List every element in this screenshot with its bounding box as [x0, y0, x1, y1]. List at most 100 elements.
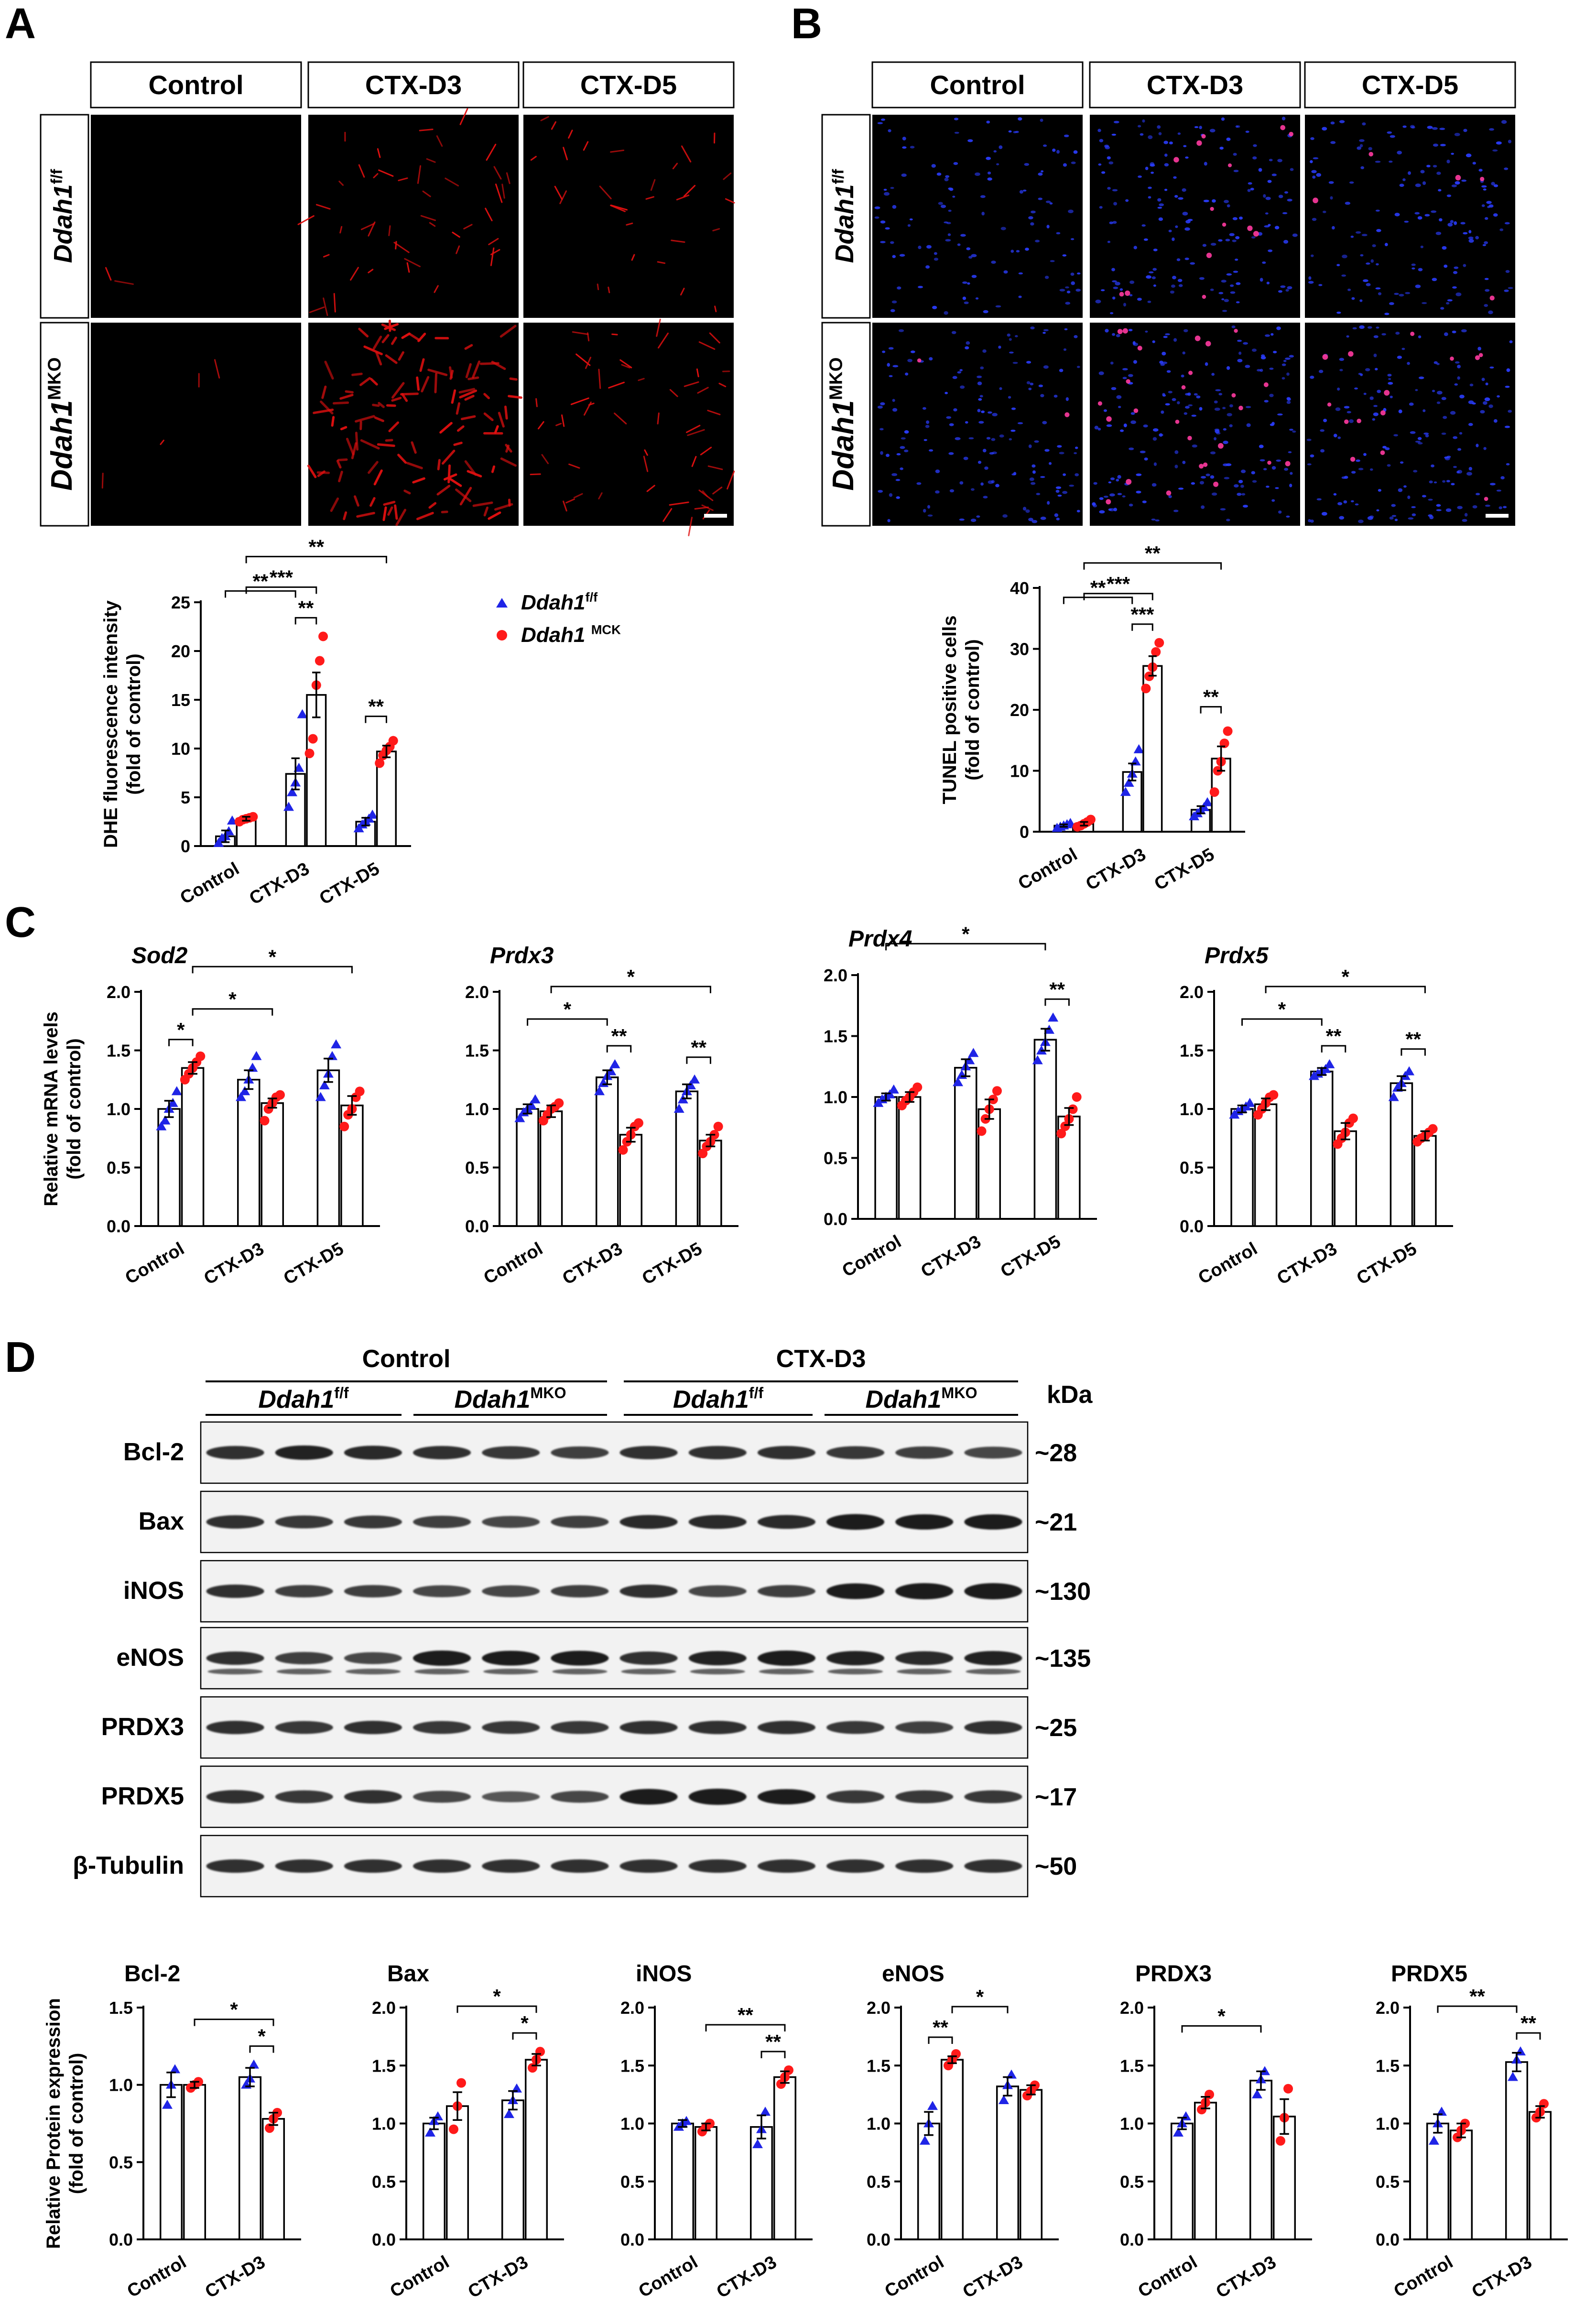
nucleus [1395, 332, 1400, 335]
nucleus [1136, 473, 1142, 476]
dhe-signal [465, 363, 472, 379]
blot-genotype-label-sup: MKO [941, 1384, 977, 1401]
nucleus [1169, 141, 1173, 145]
blot-band [964, 1514, 1022, 1530]
bracket-line [1181, 2025, 1262, 2033]
nucleus [1446, 194, 1452, 197]
dhe-signal [369, 497, 376, 507]
nucleus [1393, 434, 1398, 437]
nucleus [1122, 495, 1126, 498]
nucleus [1276, 459, 1281, 462]
micrograph [1305, 323, 1515, 526]
blot-genotype-label-main: Ddah1 [454, 1386, 530, 1413]
nucleus [1442, 246, 1447, 250]
nucleus [1432, 390, 1435, 392]
nucleus [1454, 132, 1460, 136]
nucleus [1185, 156, 1189, 159]
nucleus [1176, 258, 1181, 261]
chart-title: eNOS [882, 1961, 945, 1987]
nucleus [991, 261, 996, 264]
nucleus [1312, 217, 1317, 221]
nucleus [1043, 365, 1049, 369]
blot-band [688, 1651, 747, 1665]
bar [422, 2122, 446, 2240]
blot-band [482, 1651, 540, 1666]
nucleus [1237, 125, 1240, 128]
row-label-genotype-main: Ddah1 [49, 184, 77, 263]
nucleus [892, 205, 897, 209]
dhe-signal [504, 405, 508, 420]
dhe-signal [464, 394, 475, 401]
micrograph-signal [877, 326, 1080, 523]
nucleus [1034, 440, 1039, 443]
nucleus [980, 366, 984, 369]
dhe-signal [323, 254, 330, 258]
blot-kda-label: ~50 [1035, 1853, 1077, 1880]
significance-bracket: ** [705, 2004, 786, 2031]
nucleus [1500, 476, 1505, 479]
nucleus [1031, 464, 1036, 468]
nucleus [1199, 126, 1202, 130]
nucleus [882, 350, 886, 353]
nucleus [1199, 481, 1205, 485]
nucleus [1464, 513, 1468, 517]
nucleus [1076, 510, 1080, 512]
nucleus [1461, 179, 1467, 182]
nucleus [938, 202, 943, 205]
tunel-positive [1187, 435, 1192, 441]
nucleus [1032, 470, 1036, 474]
nucleus [1009, 438, 1012, 441]
x-tick-label: Control [1015, 844, 1081, 894]
blot-band [482, 1516, 540, 1528]
tunel-positive [1175, 420, 1180, 424]
nucleus [1140, 450, 1146, 454]
nucleus [1233, 152, 1237, 156]
bracket-line [1516, 2032, 1541, 2040]
nucleus [925, 424, 930, 428]
blot-group-label: CTX-D3 [776, 1345, 866, 1373]
dhe-signal [358, 327, 369, 337]
column-header-box [1089, 61, 1301, 109]
nucleus [1476, 493, 1480, 496]
bracket-line [225, 590, 296, 598]
nucleus [1391, 504, 1396, 507]
dhe-signal [676, 194, 690, 201]
micrograph-signal [105, 267, 134, 285]
dhe-signal [372, 336, 382, 350]
nucleus [986, 157, 991, 160]
nucleus [947, 233, 951, 236]
nucleus [935, 469, 940, 473]
nucleus [1182, 351, 1185, 355]
nucleus [1461, 329, 1467, 333]
dhe-signal [385, 354, 398, 364]
dhe-signal [707, 465, 723, 470]
dhe-signal [429, 222, 436, 227]
data-point-triangle [953, 1077, 964, 1086]
data-point-circle [1269, 1090, 1279, 1100]
blot-band [757, 1859, 815, 1873]
nucleus [1484, 241, 1488, 244]
dhe-signal [712, 486, 723, 495]
nucleus [1481, 204, 1485, 207]
dhe-signal [631, 254, 635, 261]
nucleus [1237, 358, 1243, 363]
dhe-signal [114, 280, 134, 285]
blot-band [826, 1721, 885, 1734]
nucleus [1260, 356, 1266, 359]
bar [874, 1096, 898, 1220]
tunel-positive [1210, 206, 1214, 211]
nucleus [1146, 275, 1151, 279]
data-point-triangle [1428, 2135, 1439, 2145]
dhe-signal [409, 333, 421, 342]
tunel-positive [1285, 461, 1291, 467]
data-point-circle [698, 1149, 708, 1159]
bracket-line [194, 2019, 274, 2026]
nucleus [1223, 440, 1228, 445]
blot-band [826, 1651, 885, 1665]
tunel-positive [1133, 408, 1139, 413]
dhe-signal [505, 444, 512, 453]
dhe-signal [358, 164, 365, 178]
nucleus [1174, 195, 1178, 198]
y-tick-label: 2.0 [465, 982, 489, 1002]
